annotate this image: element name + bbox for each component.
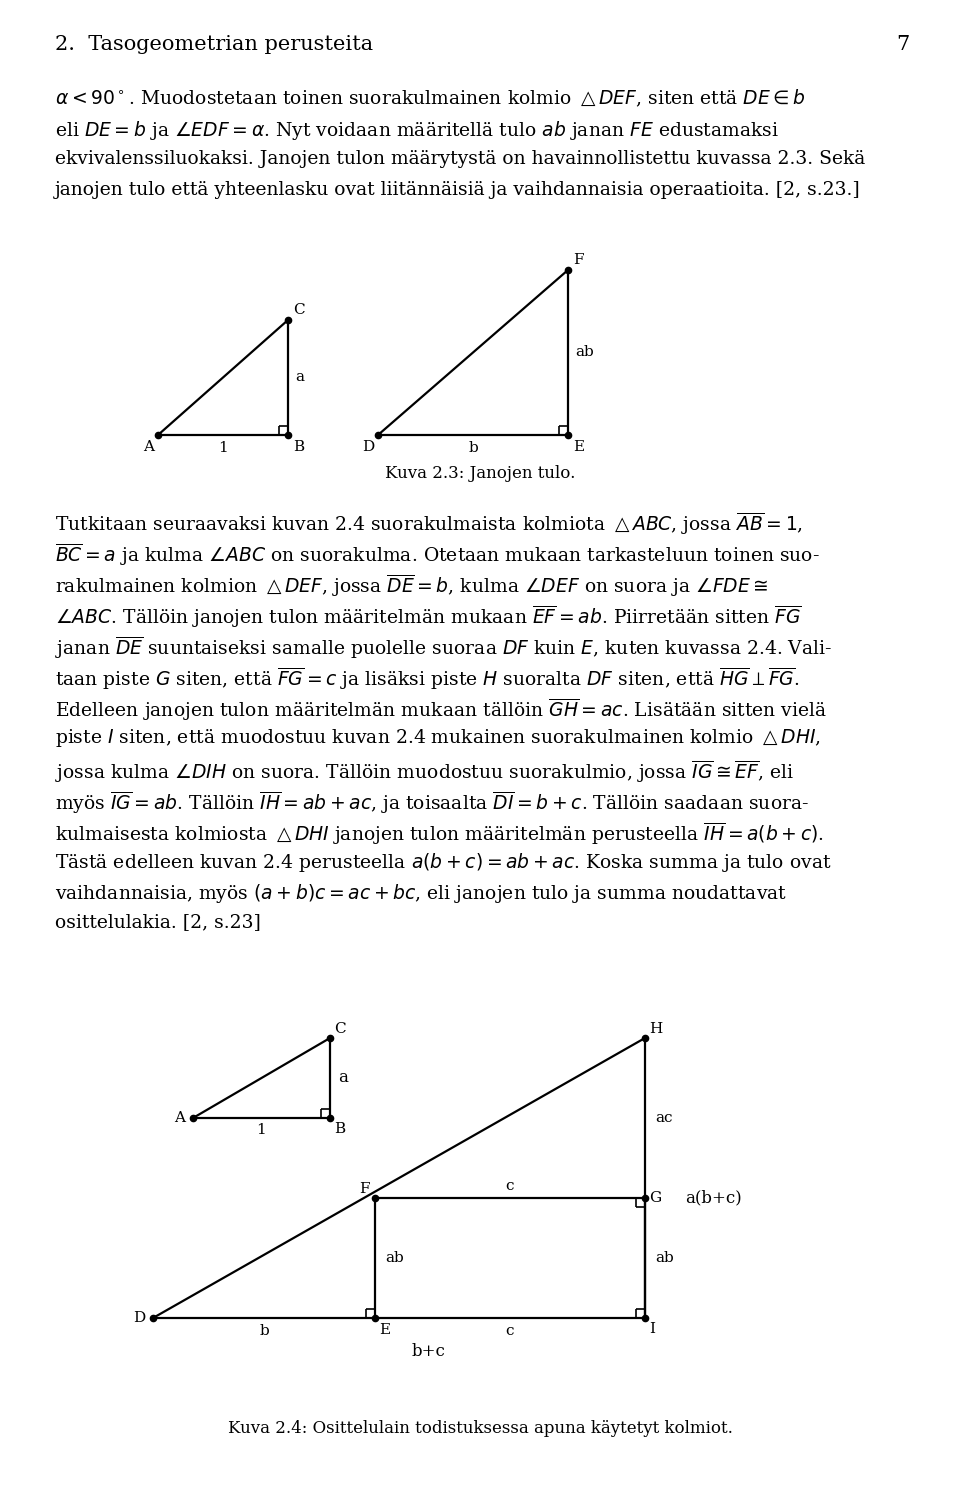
Text: c: c xyxy=(506,1179,515,1193)
Text: B: B xyxy=(293,440,304,454)
Text: Kuva 2.3: Janojen tulo.: Kuva 2.3: Janojen tulo. xyxy=(385,466,575,482)
Text: B: B xyxy=(334,1122,346,1136)
Text: vaihdannaisia, myös $(a+b)c = ac+bc$, eli janojen tulo ja summa noudattavat: vaihdannaisia, myös $(a+b)c = ac+bc$, el… xyxy=(55,882,787,906)
Text: $\angle ABC$. Tällöin janojen tulon määritelmän mukaan $\overline{EF} = ab$. Pii: $\angle ABC$. Tällöin janojen tulon määr… xyxy=(55,602,802,629)
Text: 2.  Tasogeometrian perusteita: 2. Tasogeometrian perusteita xyxy=(55,35,373,54)
Text: janojen tulo että yhteenlasku ovat liitännäisiä ja vaihdannaisia operaatioita. [: janojen tulo että yhteenlasku ovat liitä… xyxy=(55,182,861,198)
Text: taan piste $G$ siten, että $\overline{FG} = c$ ja lisäksi piste $H$ suoralta $DF: taan piste $G$ siten, että $\overline{FG… xyxy=(55,665,800,691)
Text: Kuva 2.4: Osittelulain todistuksessa apuna käytetyt kolmiot.: Kuva 2.4: Osittelulain todistuksessa apu… xyxy=(228,1419,732,1437)
Text: C: C xyxy=(293,303,304,317)
Text: jossa kulma $\angle DIH$ on suora. Tällöin muodostuu suorakulmio, jossa $\overli: jossa kulma $\angle DIH$ on suora. Tällö… xyxy=(55,759,794,784)
Text: myös $\overline{IG} = ab$. Tällöin $\overline{IH} = ab+ac$, ja toisaalta $\overl: myös $\overline{IG} = ab$. Tällöin $\ove… xyxy=(55,789,809,816)
Text: D: D xyxy=(132,1311,145,1325)
Text: eli $DE = b$ ja $\angle EDF = \alpha$. Nyt voidaan määritellä tulo $ab$ janan $F: eli $DE = b$ ja $\angle EDF = \alpha$. N… xyxy=(55,119,780,143)
Text: Edelleen janojen tulon määritelmän mukaan tällöin $\overline{GH} = ac$. Lisätään: Edelleen janojen tulon määritelmän mukaa… xyxy=(55,695,828,722)
Text: c: c xyxy=(506,1323,515,1338)
Text: b: b xyxy=(468,442,478,455)
Text: C: C xyxy=(334,1021,346,1036)
Text: H: H xyxy=(649,1021,662,1036)
Text: Tästä edelleen kuvan 2.4 perusteella $a(b+c) = ab+ac$. Koska summa ja tulo ovat: Tästä edelleen kuvan 2.4 perusteella $a(… xyxy=(55,852,831,874)
Text: piste $I$ siten, että muodostuu kuvan 2.4 mukainen suorakulmainen kolmio $\trian: piste $I$ siten, että muodostuu kuvan 2.… xyxy=(55,727,821,749)
Text: ab: ab xyxy=(575,345,593,359)
Text: F: F xyxy=(359,1182,370,1196)
Text: ekvivalenssiluokaksi. Janojen tulon määrytystä on havainnollistettu kuvassa 2.3.: ekvivalenssiluokaksi. Janojen tulon määr… xyxy=(55,150,865,168)
Text: E: E xyxy=(573,440,584,454)
Text: osittelulakia. [2, s.23]: osittelulakia. [2, s.23] xyxy=(55,913,261,931)
Text: ab: ab xyxy=(655,1251,674,1265)
Text: A: A xyxy=(174,1111,185,1125)
Text: I: I xyxy=(649,1322,655,1335)
Text: A: A xyxy=(143,440,154,454)
Text: 1: 1 xyxy=(218,442,228,455)
Text: b: b xyxy=(259,1323,269,1338)
Text: kulmaisesta kolmiosta $\triangle DHI$ janojen tulon määritelmän perusteella $\ov: kulmaisesta kolmiosta $\triangle DHI$ ja… xyxy=(55,820,824,847)
Text: $\alpha < 90^\circ$. Muodostetaan toinen suorakulmainen kolmio $\triangle DEF$, : $\alpha < 90^\circ$. Muodostetaan toinen… xyxy=(55,89,805,110)
Text: a: a xyxy=(338,1069,348,1086)
Text: 1: 1 xyxy=(256,1123,266,1137)
Text: G: G xyxy=(649,1191,661,1205)
Text: 7: 7 xyxy=(897,35,910,54)
Text: $\overline{BC} = a$ ja kulma $\angle ABC$ on suorakulma. Otetaan mukaan tarkaste: $\overline{BC} = a$ ja kulma $\angle ABC… xyxy=(55,541,820,568)
Text: ac: ac xyxy=(655,1111,673,1125)
Text: D: D xyxy=(362,440,374,454)
Text: janan $\overline{DE}$ suuntaiseksi samalle puolelle suoraa $DF$ kuin $E$, kuten : janan $\overline{DE}$ suuntaiseksi samal… xyxy=(55,634,832,661)
Text: rakulmainen kolmion $\triangle DEF$, jossa $\overline{DE} = b$, kulma $\angle DE: rakulmainen kolmion $\triangle DEF$, jos… xyxy=(55,572,769,599)
Text: ab: ab xyxy=(385,1251,404,1265)
Text: E: E xyxy=(379,1323,390,1337)
Text: F: F xyxy=(573,252,584,267)
Text: b+c: b+c xyxy=(412,1343,446,1359)
Text: Tutkitaan seuraavaksi kuvan 2.4 suorakulmaista kolmiota $\triangle ABC$, jossa $: Tutkitaan seuraavaksi kuvan 2.4 suorakul… xyxy=(55,511,804,536)
Text: a: a xyxy=(295,369,304,385)
Text: a(b+c): a(b+c) xyxy=(685,1190,742,1206)
